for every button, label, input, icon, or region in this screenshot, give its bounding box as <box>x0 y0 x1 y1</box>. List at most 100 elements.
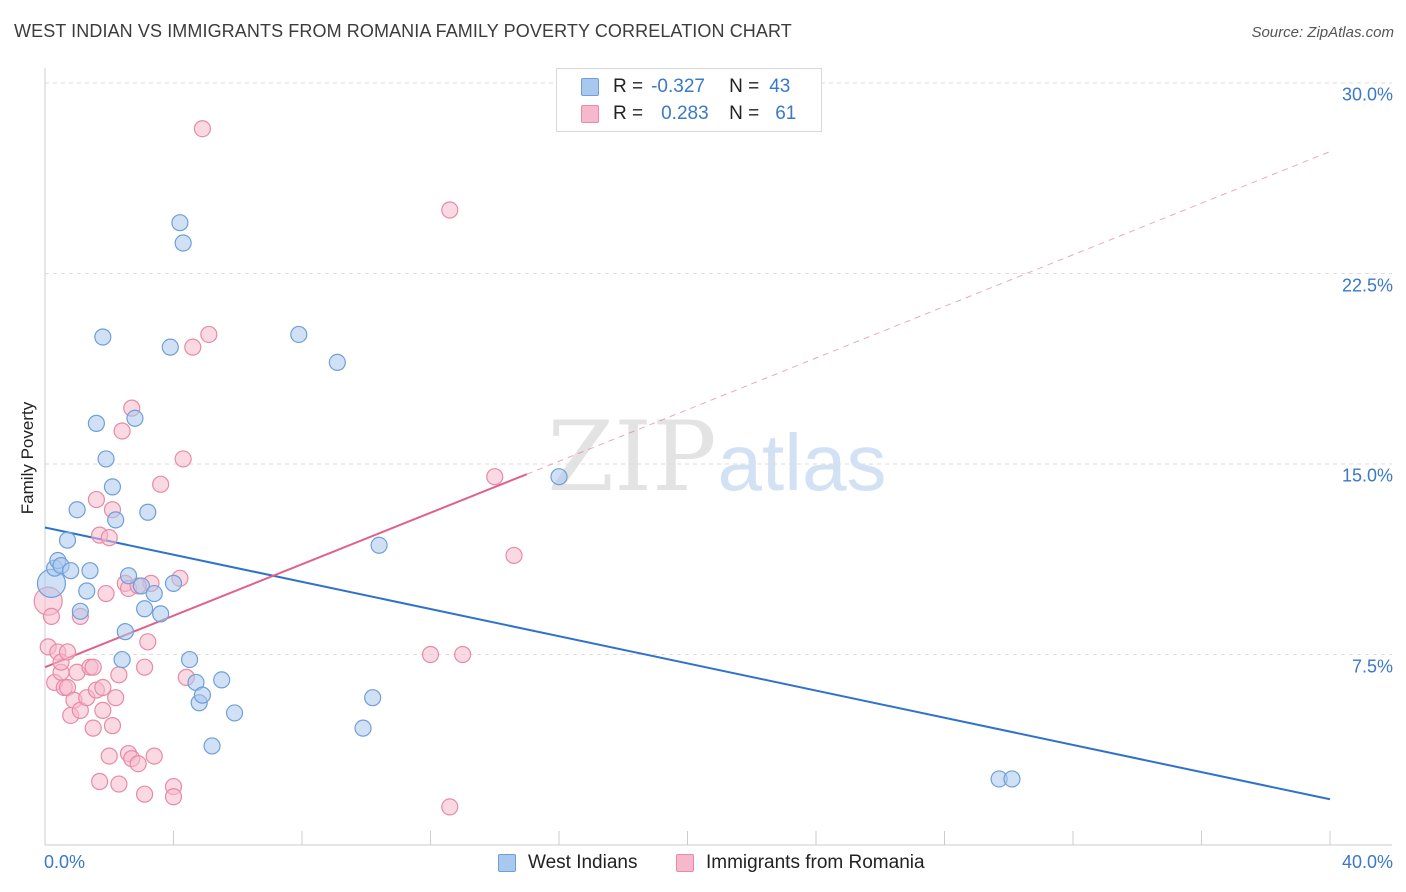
point-west-indians <box>161 338 179 356</box>
point-west-indians <box>58 531 77 549</box>
point-romania <box>441 798 459 816</box>
point-romania <box>87 490 106 509</box>
legend-swatch-pink <box>581 105 599 123</box>
x-tick-max: 40.0% <box>1341 852 1393 872</box>
point-romania <box>42 607 61 626</box>
point-west-indians <box>203 737 221 755</box>
point-romania <box>103 717 122 735</box>
point-romania <box>84 658 102 676</box>
legend-n-label: N = <box>729 103 760 124</box>
legend-n-value: 61 <box>775 103 797 124</box>
legend-row-west-indians: R = -0.327 N = 43 <box>581 74 790 100</box>
gridlines <box>45 82 1392 655</box>
point-west-indians <box>113 650 131 669</box>
point-romania <box>135 785 154 803</box>
point-west-indians <box>145 584 163 603</box>
y-tick-label: 30.0% <box>1341 84 1393 105</box>
point-west-indians <box>97 450 115 468</box>
point-romania <box>110 666 128 684</box>
legend-row-romania: R = 0.283 N = 61 <box>581 101 796 127</box>
point-west-indians <box>171 214 189 232</box>
point-romania <box>94 678 112 697</box>
legend-n-label: N = <box>729 76 760 97</box>
y-tick-label: 15.0% <box>1341 465 1393 486</box>
point-romania <box>193 120 212 138</box>
point-romania <box>97 584 115 603</box>
legend-label: West Indians <box>528 852 638 873</box>
point-west-indians <box>213 671 231 689</box>
point-romania <box>84 719 102 737</box>
point-west-indians <box>87 414 106 432</box>
watermark-zip: ZIP <box>547 401 716 513</box>
point-romania <box>113 422 131 440</box>
point-west-indians <box>225 704 244 722</box>
point-west-indians <box>370 536 388 554</box>
point-romania <box>145 747 163 765</box>
stats-legend: R = -0.327 N = 43 R = 0.283 N = 61 <box>556 68 822 132</box>
point-west-indians <box>174 234 192 252</box>
point-west-indians <box>290 325 308 344</box>
point-romania <box>441 201 459 219</box>
point-west-indians <box>180 650 199 669</box>
point-romania <box>164 788 183 806</box>
point-west-indians <box>364 689 382 707</box>
chart-title: WEST INDIAN VS IMMIGRANTS FROM ROMANIA F… <box>14 21 792 41</box>
point-romania <box>454 645 472 664</box>
point-west-indians <box>193 686 212 704</box>
point-west-indians <box>62 562 80 580</box>
point-west-indians <box>328 353 346 371</box>
point-west-indians <box>164 574 183 592</box>
legend-swatch-blue <box>498 854 516 872</box>
point-romania <box>139 633 157 651</box>
point-west-indians <box>71 602 89 620</box>
point-romania <box>486 468 504 486</box>
point-romania <box>100 529 118 547</box>
trend-line-west-indians <box>44 526 1331 801</box>
data-points <box>33 120 1021 816</box>
legend-west-indians: West Indians <box>498 852 637 874</box>
point-west-indians <box>354 719 372 737</box>
legend-r-label: R = <box>613 76 644 97</box>
trend-line-romania-extension <box>526 151 1331 475</box>
y-tick-label: 7.5% <box>1351 656 1393 676</box>
legend-n-value: 43 <box>769 76 791 97</box>
point-west-indians <box>107 511 125 529</box>
axes <box>44 68 1392 846</box>
point-west-indians <box>135 600 154 618</box>
point-romania <box>174 450 192 468</box>
point-romania <box>107 689 125 707</box>
point-west-indians <box>132 577 150 595</box>
point-romania <box>91 772 109 791</box>
legend-r-value: 0.283 <box>661 103 709 124</box>
legend-romania: Immigrants from Romania <box>676 852 925 874</box>
point-romania <box>58 643 77 661</box>
point-west-indians <box>139 503 157 521</box>
point-romania <box>110 775 128 793</box>
x-tick-min: 0.0% <box>44 852 86 872</box>
source-label: Source: ZipAtlas.com <box>1251 24 1394 41</box>
legend-swatch-blue <box>581 78 599 96</box>
point-west-indians <box>103 478 122 496</box>
y-tick-label: 22.5% <box>1341 275 1393 295</box>
point-west-indians <box>116 623 134 641</box>
point-west-indians <box>550 468 568 486</box>
point-west-indians <box>152 605 170 623</box>
point-romania <box>505 546 523 565</box>
legend-r-value: -0.327 <box>651 76 705 97</box>
legend-r-label: R = <box>613 103 644 124</box>
point-romania <box>152 475 170 493</box>
point-romania <box>129 755 147 773</box>
point-romania <box>421 645 440 664</box>
watermark-atlas: atlas <box>718 418 887 507</box>
point-west-indians <box>119 567 138 585</box>
point-west-indians <box>78 582 96 600</box>
point-west-indians <box>94 328 112 346</box>
point-west-indians <box>126 409 144 427</box>
point-west-indians <box>1003 770 1021 788</box>
legend-label: Immigrants from Romania <box>706 852 925 873</box>
point-romania <box>94 701 112 719</box>
legend-swatch-pink <box>676 854 694 872</box>
point-romania <box>135 658 154 676</box>
point-romania <box>100 747 118 765</box>
